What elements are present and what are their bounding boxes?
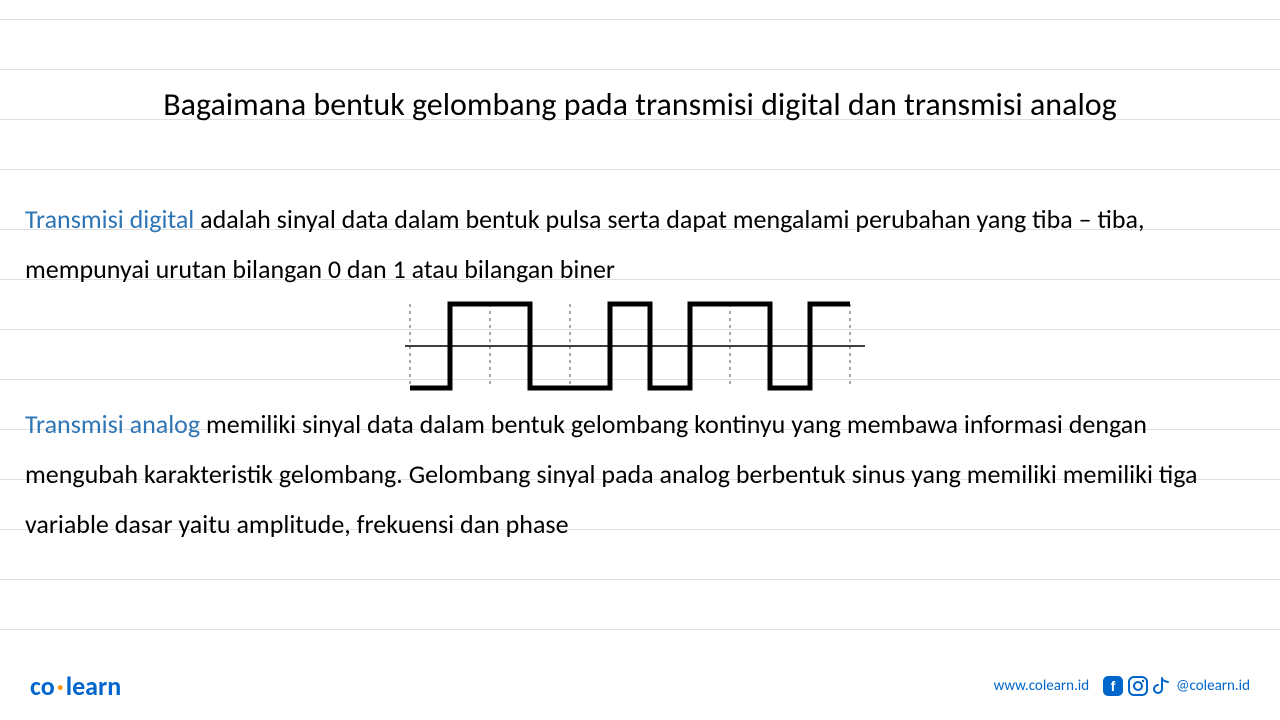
analog-text: memiliki sinyal data dalam bentuk gelomb…: [25, 408, 1198, 540]
footer-website: www.colearn.id: [994, 677, 1090, 695]
logo-dot: ·: [57, 670, 64, 702]
digital-waveform-container: [20, 299, 1260, 394]
footer-right: www.colearn.id f @colearn.id: [994, 676, 1250, 696]
logo-co: co: [30, 670, 55, 702]
facebook-icon: f: [1103, 676, 1123, 696]
analog-term: Transmisi analog: [25, 408, 200, 440]
instagram-icon: [1128, 676, 1148, 696]
digital-paragraph: Transmisi digital adalah sinyal data dal…: [20, 194, 1260, 294]
colearn-logo: co·learn: [30, 670, 121, 702]
footer-handle: @colearn.id: [1176, 677, 1250, 695]
svg-text:f: f: [1111, 678, 1116, 694]
digital-term: Transmisi digital: [25, 203, 194, 235]
slide-title: Bagaimana bentuk gelombang pada transmis…: [20, 85, 1260, 124]
footer: co·learn www.colearn.id f @colearn.id: [0, 670, 1280, 702]
analog-paragraph: Transmisi analog memiliki sinyal data da…: [20, 399, 1260, 549]
social-icons: f @colearn.id: [1103, 676, 1250, 696]
logo-learn: learn: [66, 670, 122, 702]
digital-waveform: [400, 299, 880, 394]
tiktok-icon: [1153, 676, 1171, 696]
